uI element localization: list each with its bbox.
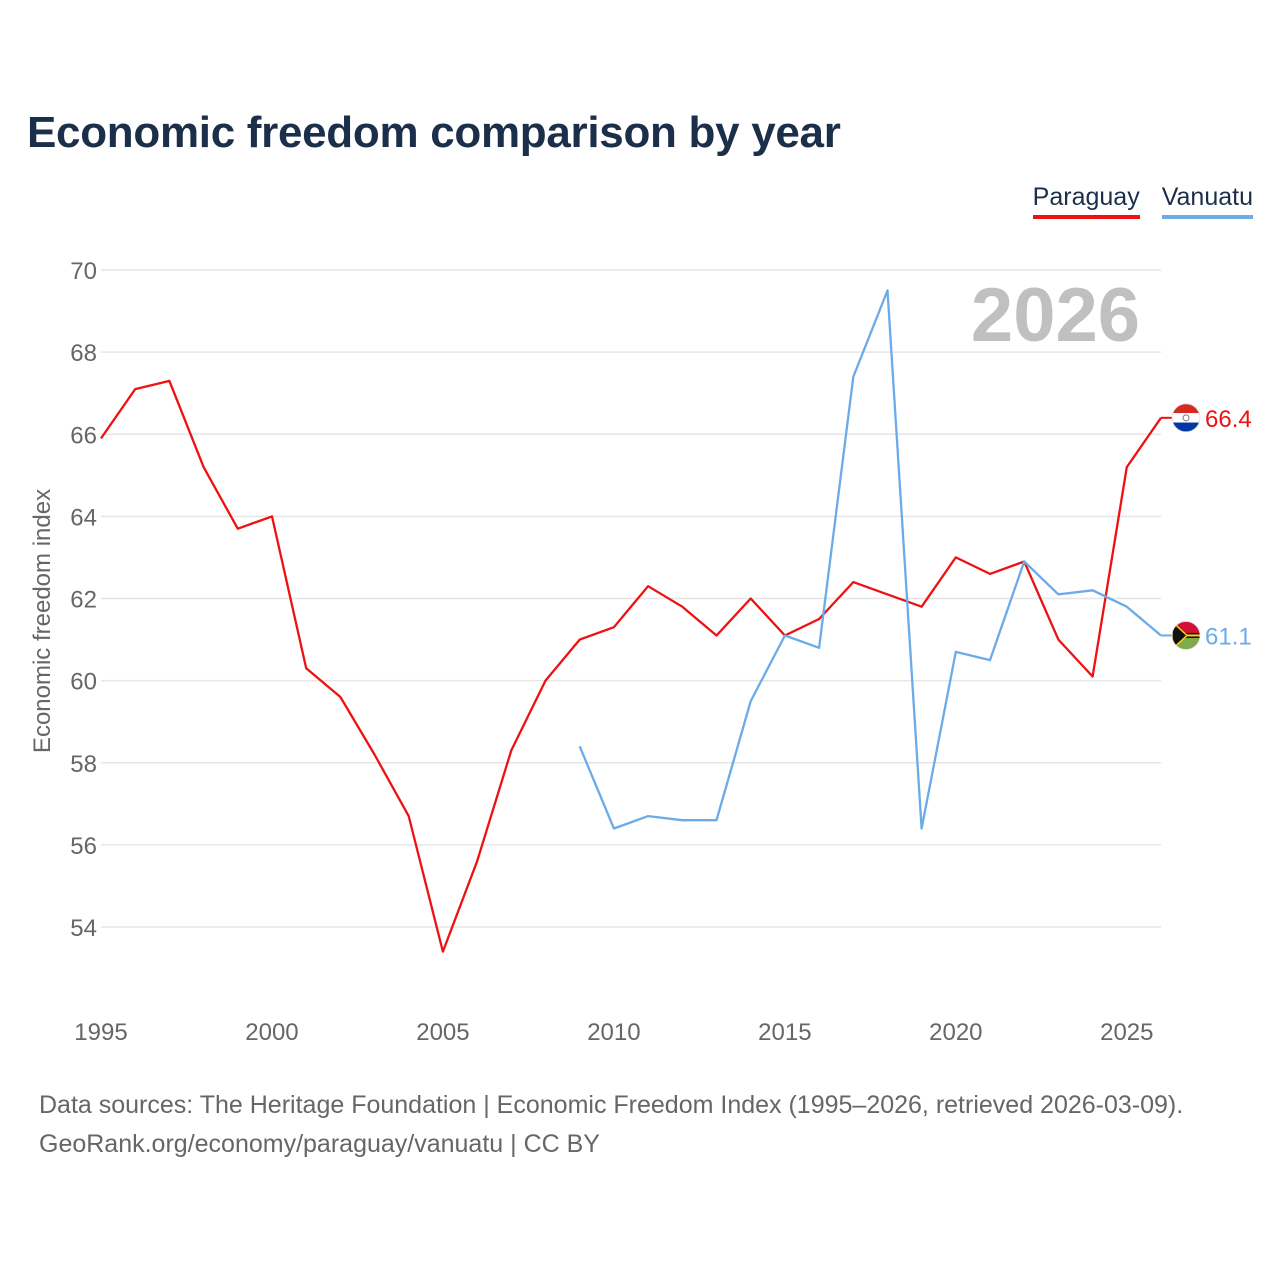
series-line-vanuatu <box>578 289 1162 830</box>
y-tick-label: 54 <box>70 915 97 942</box>
x-axis-ticks: 1995 2000 2005 2010 2015 2020 2025 <box>74 1019 1153 1046</box>
y-tick-label: 68 <box>70 340 97 367</box>
line-chart: 54 56 58 60 62 64 66 68 70 1995 2000 2005 2010 2015 2… <box>29 258 1252 1046</box>
y-tick-label: 66 <box>70 422 97 449</box>
legend-item-paraguay[interactable]: Paraguay <box>1032 183 1140 219</box>
x-tick-label: 1995 <box>74 1019 127 1046</box>
y-tick-label: 60 <box>70 669 97 696</box>
legend-item-vanuatu[interactable]: Vanuatu <box>1161 183 1253 219</box>
y-tick-label: 58 <box>70 751 97 778</box>
end-value-label-paraguay: 66.4 <box>1205 406 1252 433</box>
chart-title: Economic freedom comparison by year <box>27 108 841 157</box>
vanuatu-flag-icon <box>1171 621 1201 650</box>
paraguay-flag-icon <box>1171 403 1201 433</box>
series-line-paraguay <box>100 379 1162 953</box>
legend: Paraguay Vanuatu <box>1032 183 1253 219</box>
x-tick-label: 2000 <box>245 1019 298 1046</box>
x-tick-label: 2025 <box>1100 1019 1153 1046</box>
y-tick-label: 64 <box>70 504 97 531</box>
x-tick-label: 2005 <box>416 1019 469 1046</box>
end-value-label-vanuatu: 61.1 <box>1205 623 1252 650</box>
x-tick-label: 2015 <box>758 1019 811 1046</box>
y-axis-ticks: 54 56 58 60 62 64 66 68 70 <box>70 258 97 942</box>
end-labels: 66.4 61.1 <box>1161 403 1252 650</box>
year-watermark: 2026 <box>971 273 1140 358</box>
y-tick-label: 56 <box>70 833 97 860</box>
source-note: Data sources: The Heritage Foundation | … <box>39 1091 1184 1119</box>
series-lines <box>100 289 1162 953</box>
gridlines <box>101 269 1161 928</box>
y-tick-label: 70 <box>70 258 97 285</box>
y-axis-label: Economic freedom index <box>29 489 56 753</box>
source-url: GeoRank.org/economy/paraguay/vanuatu | C… <box>39 1130 600 1158</box>
footer: Data sources: The Heritage Foundation | … <box>39 1086 1183 1164</box>
x-tick-label: 2010 <box>587 1019 640 1046</box>
x-tick-label: 2020 <box>929 1019 982 1046</box>
y-tick-label: 62 <box>70 587 97 614</box>
